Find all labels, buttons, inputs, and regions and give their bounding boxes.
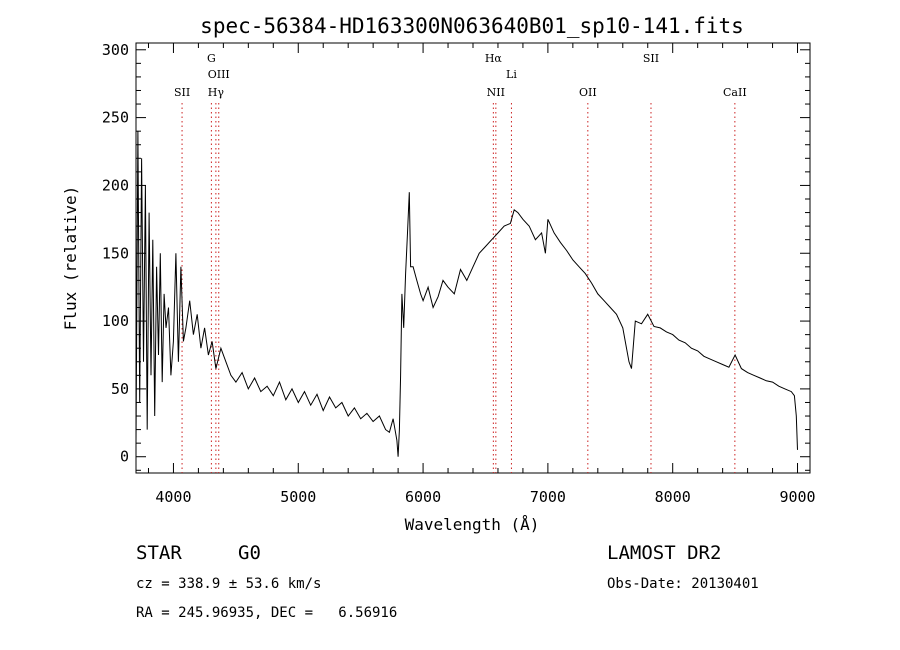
y-tick-label: 0 (120, 448, 129, 466)
observation-date: Obs-Date: 20130401 (607, 576, 759, 592)
spectral-line-label: NII (487, 86, 505, 99)
plot-frame (135, 42, 811, 474)
x-axis-ticks: 4000 5000 6000 7000 8000 9000 (147, 43, 816, 506)
spectral-line-label: CaII (723, 86, 747, 99)
spectrum-series (135, 131, 798, 457)
y-tick-label: 150 (102, 244, 129, 262)
y-tick-label: 100 (102, 312, 129, 330)
redshift-velocity: cz = 338.9 ± 53.6 km/s (136, 576, 322, 592)
x-tick-label: 7000 (530, 488, 566, 506)
spectral-subclass: G0 (238, 542, 261, 564)
x-tick-label: 4000 (155, 488, 191, 506)
y-axis-ticks: 0 50 100 150 200 250 300 (102, 41, 810, 471)
x-tick-label: 6000 (405, 488, 441, 506)
spectral-line-label: G (207, 52, 216, 65)
chart-title: spec-56384-HD163300N063640B01_sp10-141.f… (200, 14, 744, 38)
spectral-line-label: Hα (485, 52, 503, 65)
survey-name: LAMOST DR2 (607, 542, 722, 564)
coordinates: RA = 245.96935, DEC = 6.56916 (136, 605, 398, 621)
y-tick-label: 250 (102, 109, 129, 127)
spectral-line-label: SII (174, 86, 190, 99)
x-tick-label: 5000 (280, 488, 316, 506)
spectral-line-label: SII (643, 52, 659, 65)
spectral-line-markers (181, 103, 736, 473)
y-tick-label: 300 (102, 41, 129, 59)
y-tick-label: 50 (111, 380, 129, 398)
y-axis-label: Flux (relative) (61, 186, 80, 331)
spectral-line-label: Hγ (208, 86, 225, 99)
y-tick-label: 200 (102, 176, 129, 194)
spectral-line-label: Li (506, 68, 517, 81)
x-tick-label: 8000 (655, 488, 691, 506)
x-tick-label: 9000 (779, 488, 815, 506)
x-axis-label: Wavelength (Å) (405, 515, 540, 534)
spectral-line-label: OIII (208, 68, 230, 81)
spectral-line-label: OII (579, 86, 597, 99)
object-class: STAR (136, 542, 182, 564)
